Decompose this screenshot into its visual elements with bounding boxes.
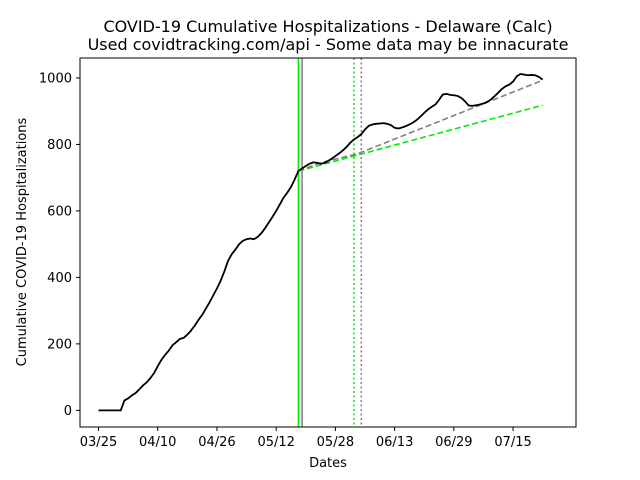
series-line-trend-2 xyxy=(298,104,543,172)
x-tick-label: 06/13 xyxy=(376,435,413,450)
x-tick-label: 07/15 xyxy=(494,435,531,450)
x-axis-label: Dates xyxy=(309,456,347,471)
y-tick-label: 200 xyxy=(47,337,72,352)
series-line-actual xyxy=(98,73,544,412)
x-tick-label: 03/25 xyxy=(80,435,117,450)
x-tick-label: 04/26 xyxy=(198,435,235,450)
plot-area xyxy=(98,58,544,427)
x-tick-label: 04/10 xyxy=(139,435,176,450)
x-tick-label: 05/12 xyxy=(257,435,294,450)
y-tick-label: 400 xyxy=(47,271,72,286)
x-axis: 03/25 04/10 04/26 05/12 05/28 06/13 06/29 07/15 xyxy=(80,427,532,450)
axes-frame xyxy=(79,57,577,428)
y-tick-label: 800 xyxy=(47,138,72,153)
x-tick-label: 06/29 xyxy=(435,435,472,450)
y-axis-label: Cumulative COVID-19 Hospitalizations xyxy=(15,117,30,366)
series-line-trend-1 xyxy=(298,79,543,172)
chart-title: COVID-19 Cumulative Hospitalizations - D… xyxy=(103,17,552,36)
x-tick-label: 05/28 xyxy=(317,435,354,450)
y-tick-label: 600 xyxy=(47,204,72,219)
chart-subtitle: Used covidtracking.com/api - Some data m… xyxy=(88,35,569,54)
y-tick-label: 0 xyxy=(64,404,72,419)
y-axis: 0 200 400 600 800 1000 xyxy=(39,71,80,419)
y-tick-label: 1000 xyxy=(39,71,72,86)
